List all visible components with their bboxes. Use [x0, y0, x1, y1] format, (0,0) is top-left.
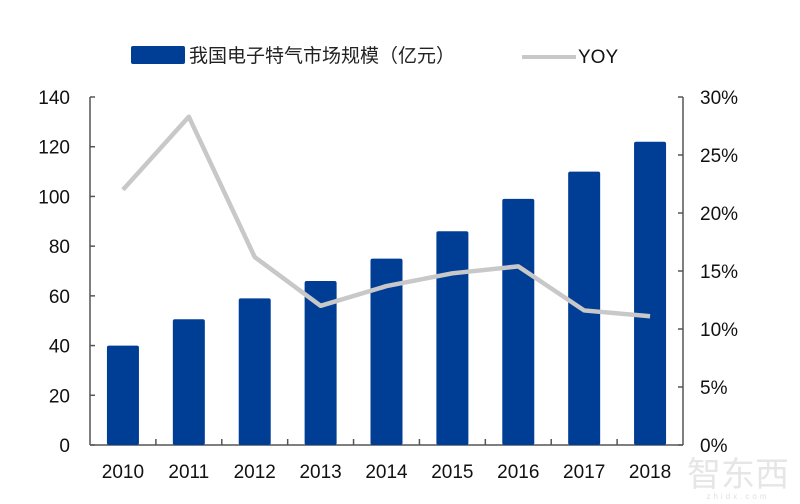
x-tick-label: 2015 — [431, 462, 473, 483]
left-tick-label: 100 — [38, 187, 70, 208]
legend: 我国电子特气市场规模（亿元） YOY — [131, 45, 618, 68]
right-tick-label: 5% — [700, 378, 728, 399]
legend-bar-swatch — [131, 46, 185, 64]
left-tick-label: 80 — [49, 237, 70, 258]
bar-2015 — [436, 231, 469, 445]
bar-2014 — [370, 258, 403, 445]
bar-2012 — [238, 298, 271, 445]
bar-2016 — [502, 198, 535, 445]
legend-line-label: YOY — [578, 47, 618, 68]
right-tick-label: 15% — [700, 262, 738, 283]
legend-bar-label: 我国电子特气市场规模（亿元） — [189, 45, 455, 67]
x-tick-label: 2013 — [299, 462, 341, 483]
x-tick-label: 2011 — [168, 462, 209, 483]
watermark-logo: 智东西 — [687, 455, 789, 495]
watermark-url: zhidx.com — [706, 492, 769, 501]
left-tick-label: 0 — [59, 436, 70, 457]
left-tick-label: 60 — [49, 287, 70, 308]
right-tick-label: 10% — [700, 320, 738, 341]
right-tick-label: 30% — [700, 88, 738, 109]
x-tick-label: 2010 — [102, 462, 144, 483]
bar-2011 — [172, 319, 205, 445]
bar-2018 — [634, 141, 667, 445]
bar-series — [106, 141, 667, 446]
x-tick-label: 2014 — [365, 462, 408, 483]
right-tick-label: 25% — [700, 146, 738, 167]
bar-2013 — [304, 280, 337, 445]
right-tick-label: 0% — [700, 436, 728, 457]
left-tick-label: 40 — [49, 337, 70, 358]
bar-2010 — [106, 345, 139, 445]
x-tick-label: 2017 — [563, 462, 605, 483]
left-tick-label: 20 — [49, 386, 70, 407]
left-tick-label: 120 — [38, 138, 70, 159]
right-tick-label: 20% — [700, 204, 738, 225]
x-tick-label: 2018 — [629, 462, 671, 483]
left-tick-label: 140 — [38, 88, 70, 109]
x-tick-label: 2012 — [234, 462, 276, 483]
yoy-line — [121, 114, 651, 319]
x-tick-label: 2016 — [497, 462, 539, 483]
